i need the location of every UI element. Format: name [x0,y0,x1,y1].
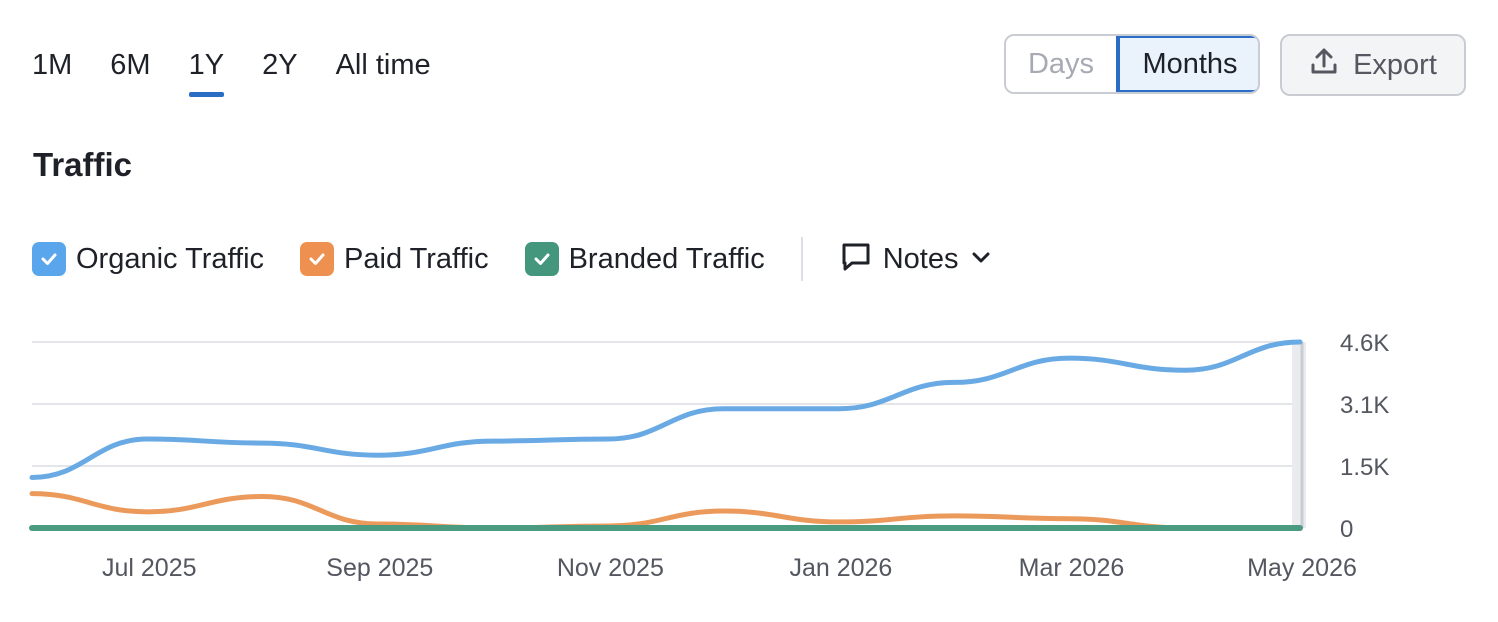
granularity-toggle: Days Months [1004,34,1260,94]
legend-branded-traffic[interactable]: Branded Traffic [524,242,765,276]
checkbox-checked-icon[interactable] [32,242,66,276]
tab-all-time[interactable]: All time [335,49,431,81]
y-tick-label: 0 [1340,516,1353,543]
tab-1m[interactable]: 1M [32,49,73,81]
months-button[interactable]: Months [1116,36,1258,92]
legend-organic-traffic[interactable]: Organic Traffic [32,242,264,276]
series-organic-traffic [29,339,1303,480]
x-tick-label: May 2026 [1247,554,1357,582]
legend-label: Paid Traffic [344,242,489,275]
x-tick-label: Nov 2025 [557,554,664,582]
export-button[interactable]: Export [1280,34,1466,96]
traffic-line-chart: 4.6K 3.1K 1.5K 0 Jul 2025 Sep 2025 Nov 2025 Jan… [29,330,1389,582]
legend-label: Organic Traffic [76,242,265,275]
y-tick-label: 3.1K [1340,392,1389,419]
legend-paid-traffic[interactable]: Paid Traffic [300,242,489,276]
tab-6m[interactable]: 6M [110,49,151,81]
period-tabs: 1M 6M 1Y 2Y All time [32,44,469,104]
hover-band [1292,342,1306,528]
notes-label: Notes [882,242,959,275]
series-paid-traffic [29,491,1303,531]
chevron-down-icon [969,245,993,274]
comment-icon [839,240,873,279]
checkbox-checked-icon[interactable] [300,242,335,276]
x-tick-label: Jan 2026 [789,554,892,582]
days-button[interactable]: Days [1027,47,1095,80]
chart-title: Traffic [33,146,133,183]
x-tick-label: Sep 2025 [326,554,433,582]
tab-2y[interactable]: 2Y [262,49,298,81]
y-tick-label: 4.6K [1340,330,1389,357]
export-label: Export [1353,48,1437,81]
notes-dropdown[interactable]: Notes [839,240,993,279]
legend-divider [800,237,803,281]
chart-legend: Organic Traffic Paid Traffic Branded Tra… [32,236,993,282]
tab-1y[interactable]: 1Y [188,44,225,104]
y-tick-label: 1.5K [1340,454,1389,481]
x-tick-label: Mar 2026 [1019,554,1125,582]
upload-icon [1309,46,1339,84]
x-tick-label: Jul 2025 [102,554,197,582]
checkbox-checked-icon[interactable] [524,242,559,276]
legend-label: Branded Traffic [568,242,765,275]
